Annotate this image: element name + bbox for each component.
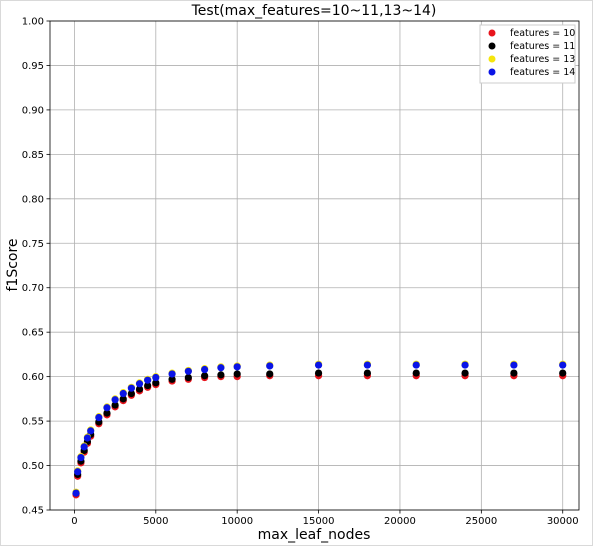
y-axis-label: f1Score — [5, 238, 21, 291]
x-tick-label: 0 — [71, 516, 77, 527]
legend-marker-features-14 — [488, 68, 496, 76]
data-point — [363, 361, 371, 369]
legend: features = 10 features = 11 features = 1… — [479, 24, 576, 84]
data-point — [72, 489, 80, 497]
x-tick-label: 15000 — [303, 516, 335, 527]
data-point — [412, 369, 420, 377]
y-tick-label: 0.90 — [22, 105, 44, 116]
data-point — [559, 361, 567, 369]
data-point — [119, 389, 127, 398]
tick-labels: 0 5000 10000 15000 20000 25000 30000 0.45 0.50 0.… — [22, 17, 579, 528]
axes — [46, 20, 580, 514]
data-point — [461, 369, 469, 377]
legend-label-features-13: features = 13 — [510, 54, 575, 65]
data-points — [72, 360, 567, 499]
data-point — [168, 375, 176, 383]
x-tick-label: 10000 — [221, 516, 253, 527]
y-tick-label: 0.60 — [22, 372, 44, 383]
data-point — [201, 365, 209, 374]
series-4 — [72, 361, 567, 497]
y-tick-label: 0.45 — [22, 506, 44, 517]
data-point — [144, 381, 152, 390]
data-point — [314, 361, 323, 369]
data-point — [103, 409, 111, 417]
data-point — [201, 372, 209, 380]
data-point — [144, 376, 152, 384]
x-axis-label: max_leaf_nodes — [258, 527, 371, 543]
legend-marker-features-11 — [488, 42, 496, 50]
y-tick-label: 1.00 — [22, 17, 44, 28]
data-point — [184, 373, 192, 382]
y-tick-label: 0.65 — [22, 328, 44, 339]
data-point — [127, 384, 135, 392]
x-tick-label: 5000 — [143, 516, 168, 527]
data-point — [80, 443, 88, 451]
chart-title: Test(max_features=10~11,13~14) — [191, 3, 437, 19]
data-point — [127, 389, 135, 398]
y-tick-label: 0.50 — [22, 461, 44, 472]
y-tick-label: 0.85 — [22, 150, 44, 161]
data-point — [510, 361, 518, 369]
data-point — [83, 434, 92, 442]
data-point — [77, 453, 85, 462]
grid-lines — [50, 20, 579, 511]
y-tick-label: 0.70 — [22, 283, 44, 294]
data-point — [184, 367, 192, 375]
data-point — [461, 361, 469, 369]
y-tick-label: 0.75 — [22, 239, 44, 250]
data-point — [217, 371, 225, 379]
data-point — [119, 395, 127, 403]
legend-label-features-11: features = 11 — [510, 41, 575, 52]
data-point — [233, 363, 241, 371]
data-point — [217, 364, 225, 372]
x-tick-label: 30000 — [547, 516, 579, 527]
data-point — [266, 362, 274, 370]
legend-marker-features-13 — [488, 55, 496, 63]
data-point — [111, 396, 119, 404]
data-point — [168, 370, 176, 378]
data-point — [152, 373, 160, 382]
legend-label-features-10: features = 10 — [510, 28, 575, 39]
data-point — [111, 401, 119, 409]
data-point — [233, 370, 241, 378]
data-point — [412, 361, 420, 369]
y-tick-label: 0.95 — [22, 61, 44, 72]
legend-label-features-14: features = 14 — [510, 67, 575, 78]
y-tick-label: 0.80 — [22, 194, 44, 205]
legend-marker-features-10 — [488, 29, 496, 37]
x-tick-label: 25000 — [465, 516, 497, 527]
data-point — [559, 369, 567, 377]
legend-box — [479, 24, 576, 84]
data-point — [135, 380, 144, 388]
data-point — [74, 468, 82, 476]
data-point — [95, 413, 103, 422]
data-point — [152, 379, 160, 387]
x-tick-label: 20000 — [384, 516, 416, 527]
data-point — [266, 370, 274, 378]
plot-frame — [49, 20, 580, 511]
y-tick-label: 0.55 — [22, 417, 44, 428]
data-point — [314, 369, 323, 377]
plot-background — [50, 21, 579, 510]
data-point — [87, 427, 95, 435]
data-point — [103, 404, 111, 412]
data-point — [135, 385, 144, 393]
data-point — [510, 369, 518, 377]
data-point — [363, 369, 371, 377]
